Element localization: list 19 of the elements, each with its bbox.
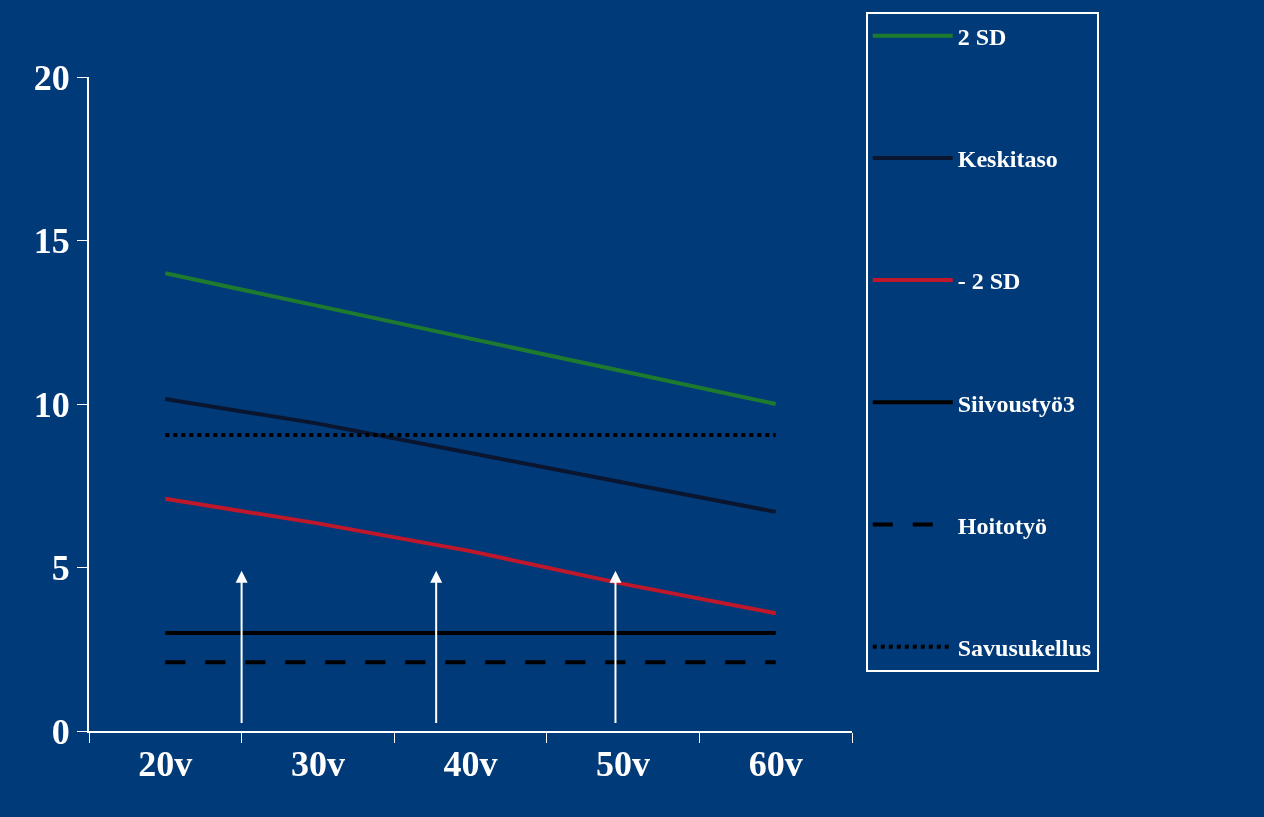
line-series [163, 271, 778, 406]
legend-label: Siivoustyö3 [957, 390, 1076, 417]
legend-label: - 2 SD [957, 268, 1021, 295]
legend-label: 2 SD [957, 24, 1007, 51]
legend-label: Savusukellus [957, 635, 1092, 662]
y-tick-label: 5 [51, 548, 70, 589]
line-series [163, 397, 778, 514]
y-tick-label: 10 [33, 384, 70, 425]
x-tick-label: 30v [290, 744, 345, 785]
x-tick-label: 60v [748, 744, 803, 785]
x-tick-label: 40v [443, 744, 498, 785]
y-tick-label: 15 [33, 221, 70, 262]
x-tick-label: 20v [138, 744, 193, 785]
legend-label: Keskitaso [957, 146, 1058, 173]
y-tick-label: 20 [33, 57, 70, 98]
legend-label: Hoitotyö [957, 512, 1048, 539]
y-tick-label: 0 [51, 711, 70, 752]
x-tick-label: 50v [596, 744, 651, 785]
line-series [163, 496, 778, 616]
